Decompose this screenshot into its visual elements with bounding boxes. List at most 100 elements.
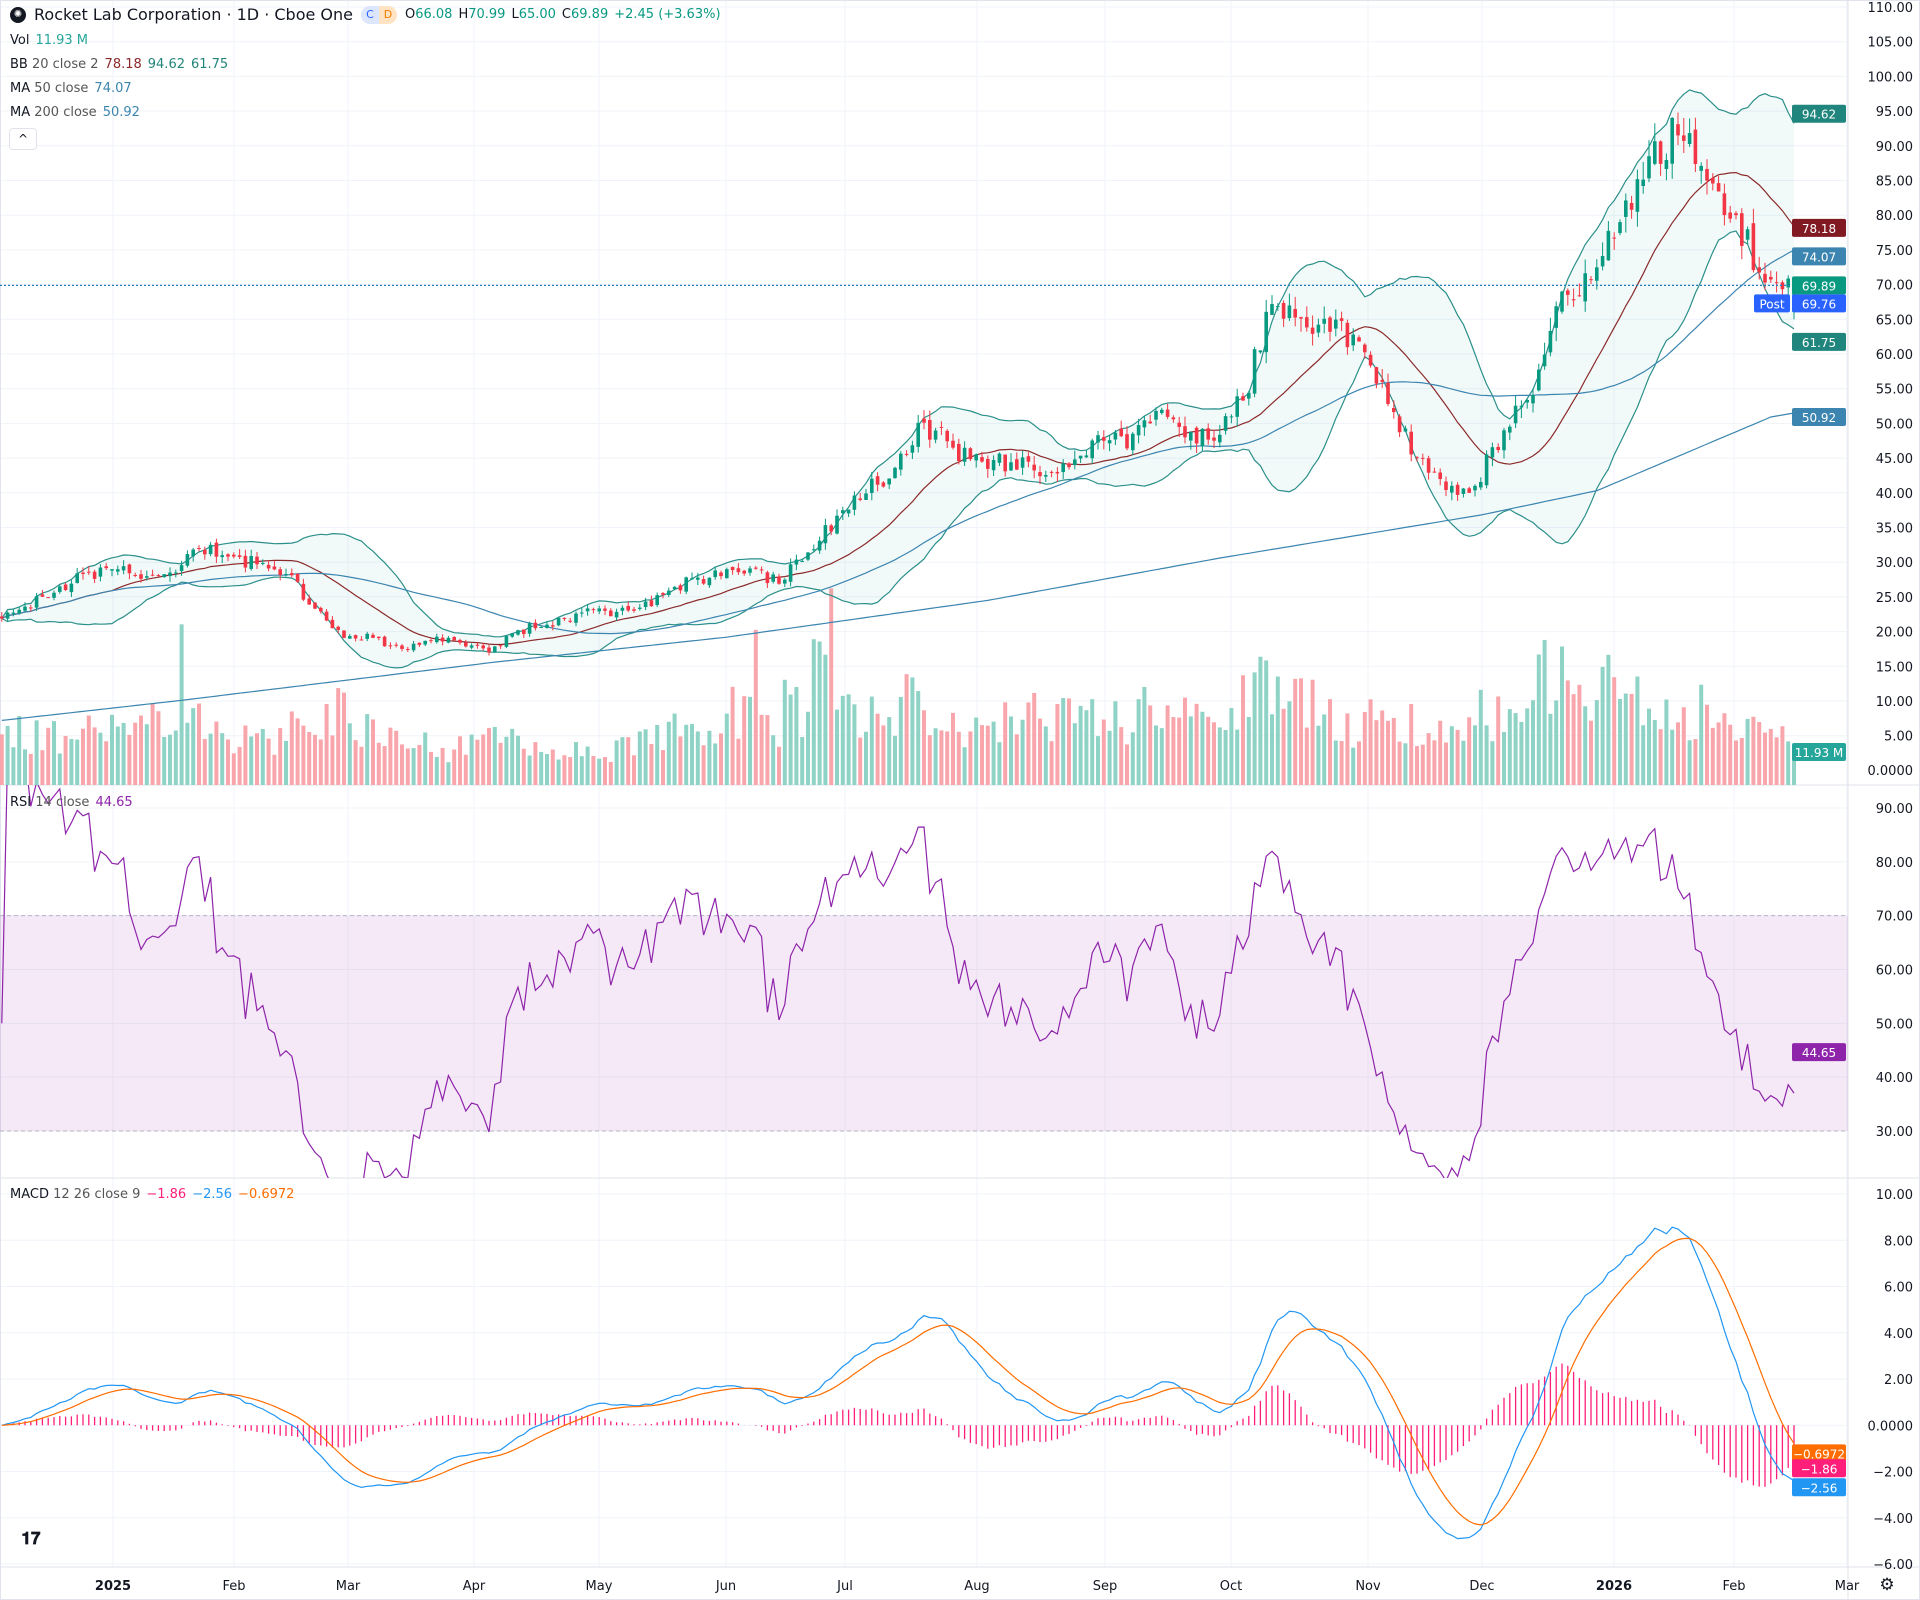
volume-bar [666, 721, 671, 785]
volume-bar [1322, 714, 1327, 785]
time-axis-label: 2025 [95, 1579, 131, 1594]
macd-line [1, 1226, 1795, 1540]
volume-bar [463, 754, 468, 785]
candle-body [40, 594, 45, 597]
tradingview-logo-icon[interactable]: 𝟏𝟕 [16, 1526, 46, 1552]
volume-bar [550, 749, 555, 785]
volume-bar [1658, 729, 1663, 785]
candle-body [319, 607, 323, 612]
candle-body [17, 609, 21, 614]
candle-body [1600, 256, 1605, 267]
volume-bar [1072, 723, 1077, 785]
volume-bar [516, 735, 520, 785]
volume-bar [57, 753, 62, 785]
price-axis-label: 35.00 [1876, 522, 1913, 537]
bb-legend[interactable]: BB 20 close 2 78.18 94.62 61.75 [10, 56, 228, 74]
candle-body [1113, 432, 1118, 440]
volume-bar [585, 746, 590, 785]
settings-gear-icon[interactable]: ⚙ [1879, 1575, 1895, 1595]
price-axis-label: 45.00 [1876, 452, 1913, 467]
volume-bar [951, 712, 955, 785]
bb-basis-value: 78.18 [104, 57, 142, 72]
candle-body [278, 569, 282, 576]
volume-bar [458, 736, 462, 785]
symbol-title[interactable]: Rocket Lab Corporation · 1D · Cboe One [34, 5, 353, 24]
candle-body [1264, 311, 1268, 353]
bb-upper-value: 94.62 [147, 57, 185, 72]
candle-body [487, 647, 491, 653]
volume-axis-zero-label: 0.0000 [1868, 764, 1914, 779]
last-price-tag: 69.89 [1802, 279, 1836, 293]
candle-body [452, 636, 456, 641]
candle-body [446, 637, 451, 643]
rsi-legend[interactable]: RSI 14 close 44.65 [10, 794, 133, 812]
candle-body [75, 573, 79, 583]
candle-body [1392, 408, 1396, 413]
candle-body [440, 637, 445, 642]
rsi-axis-label: 70.00 [1876, 910, 1913, 925]
volume-bar [133, 722, 138, 785]
session-badges[interactable]: C D [361, 6, 397, 24]
candle-body [353, 635, 358, 639]
candle-body [336, 626, 340, 630]
candle-body [1049, 471, 1054, 473]
volume-bar [858, 737, 863, 785]
volume-bar [475, 739, 480, 785]
volume-bar [1014, 734, 1019, 785]
volume-bar [898, 697, 903, 785]
candle-body [1455, 484, 1460, 495]
rsi-tag: 44.65 [1802, 1046, 1836, 1060]
candle-body [272, 566, 277, 570]
macd-line-tag-bg [1792, 1478, 1846, 1497]
ma200-legend[interactable]: MA 200 close 50.92 [10, 104, 140, 122]
candle-body [1786, 278, 1790, 288]
price-axis-label: 40.00 [1876, 487, 1913, 502]
change-value: +2.45 (+3.63%) [614, 7, 721, 22]
collapse-legend-button[interactable]: ^ [9, 128, 37, 150]
volume-bar [893, 735, 897, 785]
volume-bar [614, 740, 619, 785]
macd-pane [1, 1226, 1795, 1540]
time-axis-label: Mar [336, 1579, 361, 1594]
volume-bar [1246, 716, 1251, 785]
volume-bar [881, 725, 886, 785]
candle-body [991, 459, 996, 471]
volume-bar [556, 759, 561, 785]
candle-body [1015, 459, 1019, 470]
volume-bar [846, 694, 851, 785]
candle-body [1171, 417, 1176, 420]
volume-bar [962, 747, 967, 785]
volume-legend[interactable]: Vol 11.93 M [10, 32, 88, 50]
volume-bar [777, 746, 781, 785]
open-value: 66.08 [415, 7, 453, 22]
macd-signal-tag: −0.6972 [1793, 1447, 1845, 1461]
candle-body [1450, 485, 1454, 493]
candle-body [1647, 156, 1651, 179]
candle-body [208, 544, 213, 555]
market-closed-badge[interactable]: C [361, 6, 379, 24]
candle-body [1067, 463, 1071, 468]
macd-legend[interactable]: MACD 12 26 close 9 −1.86 −2.56 −0.6972 [10, 1186, 294, 1204]
candle-body [1131, 433, 1135, 451]
candle-body [313, 602, 317, 609]
candle-body [841, 510, 845, 514]
volume-bar [597, 758, 602, 785]
volume-bar [1525, 708, 1530, 785]
candle-body [1745, 229, 1750, 240]
candle-body [1757, 267, 1761, 273]
volume-bar [782, 679, 787, 785]
ma50-legend[interactable]: MA 50 close 74.07 [10, 80, 132, 98]
candle-body [516, 630, 520, 635]
candle-body [603, 608, 607, 611]
delayed-data-badge[interactable]: D [379, 6, 397, 24]
volume-bar [52, 721, 56, 785]
price-axis-label: 80.00 [1876, 209, 1913, 224]
volume-bar [1768, 728, 1773, 785]
volume-bar [1270, 714, 1274, 785]
candle-body [1136, 425, 1141, 436]
volume-bar [284, 740, 288, 785]
volume-bar [1333, 740, 1338, 785]
candle-body [197, 548, 201, 550]
volume-bar [487, 727, 491, 785]
